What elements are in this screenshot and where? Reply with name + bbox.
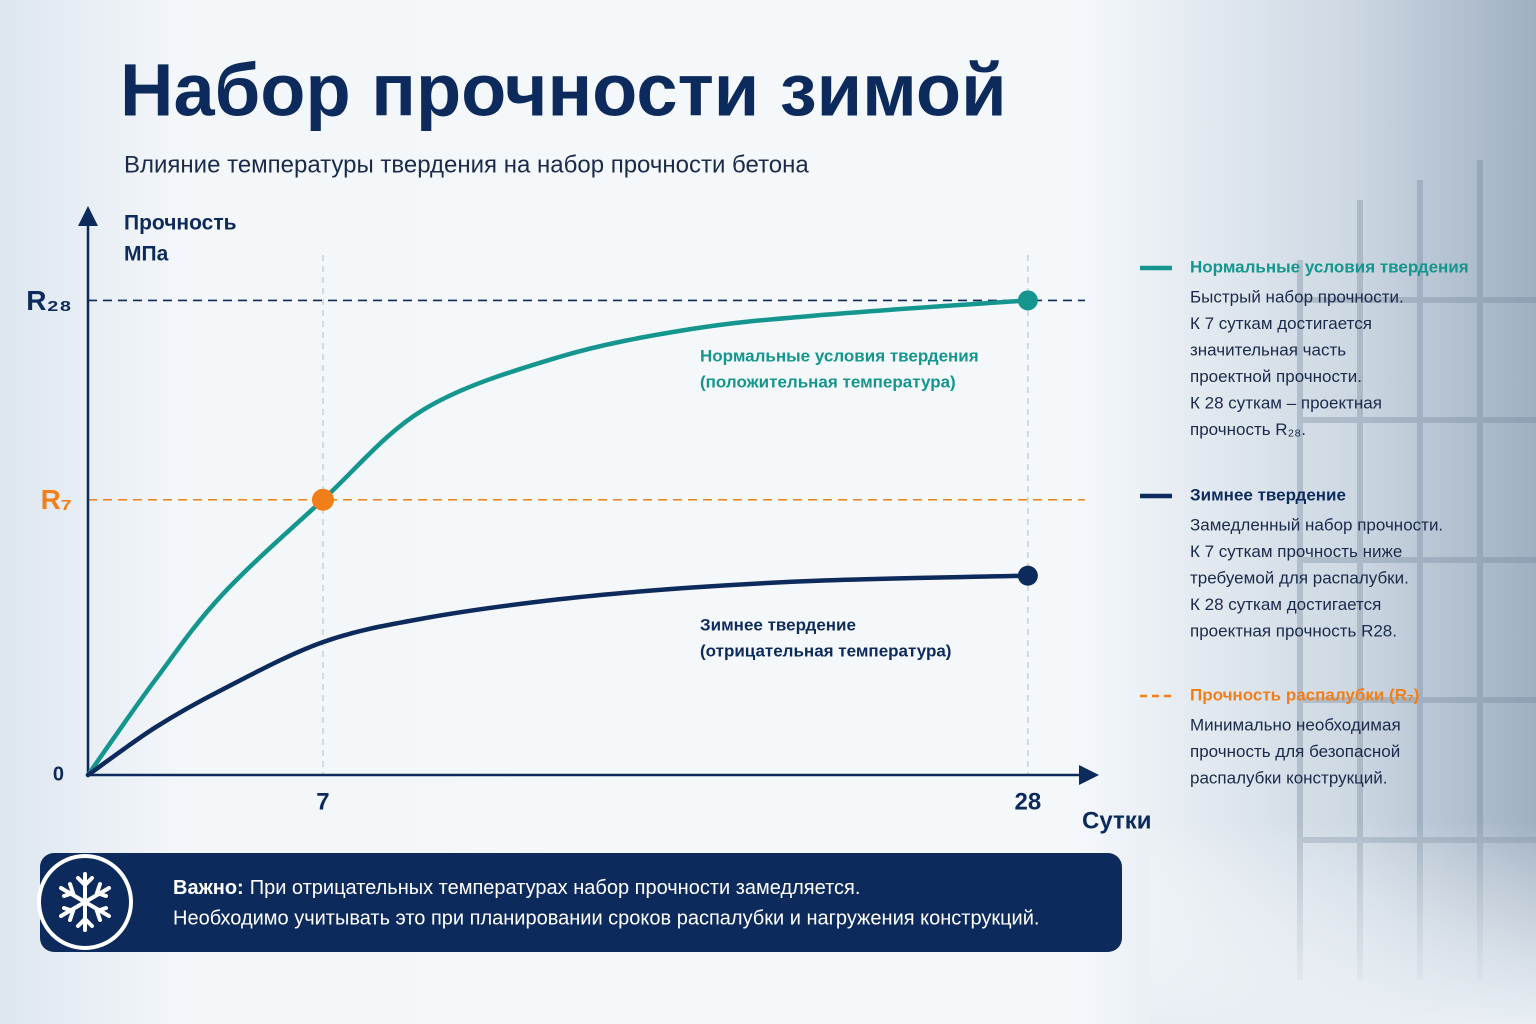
legend-entry: Прочность распалубки (R₇) [1190,685,1419,704]
note-text: Необходимо учитывать это при планировани… [173,907,1039,929]
series-annotation: Нормальные условия твердения [700,346,979,365]
title: Набор прочности зимой [120,49,1007,132]
legend-entry: Нормальные условия твердения [1190,257,1469,276]
note-line: Важно: При отрицательных температурах наб… [173,877,860,899]
legend-description: прочность R₂₈. [1190,420,1306,439]
legend: Нормальные условия твердения Быстрый набо… [1140,257,1469,787]
snow-ground [1150,820,1536,1024]
note-text: При отрицательных температурах набор про… [250,877,861,899]
legend-description: проектной прочности. [1190,367,1362,386]
legend-description: К 28 суткам – проектная [1190,393,1382,412]
y-tick-label: R₇ [41,484,72,515]
end-point [1017,565,1038,586]
legend-description: Минимально необходимая [1190,715,1401,734]
y-tick-label: 0 [53,763,64,785]
snowflake-icon [59,872,111,932]
legend-entry: Зимнее твердение [1190,485,1346,504]
y-tick-label: R₂₈ [26,285,72,316]
note-label: Важно: [173,877,244,899]
legend-description: прочность для безопасной [1190,742,1400,761]
x-axis-label: Сутки [1082,807,1152,834]
x-tick-label: 28 [1015,788,1042,815]
plot: 7 28 0 R₇ R₂₈ Нормальные условия твердения (по… [26,206,1099,815]
legend-description: К 7 суткам достигается [1190,314,1372,333]
series-annotation: (отрицательная температура) [700,641,951,660]
x-tick-label: 7 [316,788,329,815]
y-axis-label: МПа [124,243,169,266]
note-box [40,853,1122,952]
formwork-point [311,488,334,511]
note: Важно: При отрицательных температурах наб… [37,853,1122,952]
series-annotation: (положительная температура) [700,372,956,391]
legend-description: К 28 суткам достигается [1190,595,1381,614]
legend-description: значительная часть [1190,340,1346,359]
legend-description: проектная прочность R28. [1190,621,1397,640]
end-point [1017,290,1038,311]
legend-description: Замедленный набор прочности. [1190,515,1443,534]
legend-description: требуемой для распалубки. [1190,568,1409,587]
legend-description: Быстрый набор прочности. [1190,287,1404,306]
series-line [85,573,1031,778]
series-annotation: Зимнее твердение [700,615,856,634]
legend-description: распалубки конструкций. [1190,768,1387,787]
legend-description: К 7 суткам прочность ниже [1190,542,1402,561]
series-line [85,298,1031,778]
y-axis-label: Прочность [124,212,237,235]
subtitle: Влияние температуры твердения на набор п… [124,151,809,178]
